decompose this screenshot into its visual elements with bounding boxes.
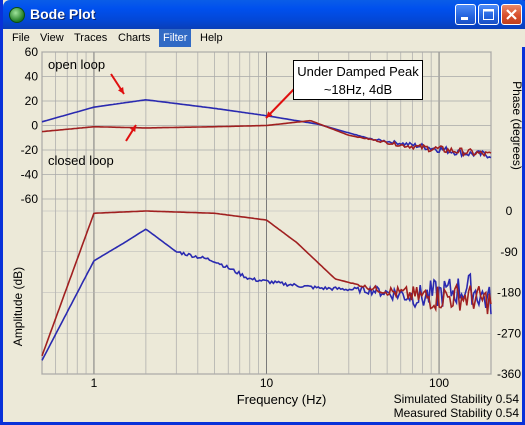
x-tick-label: 100 xyxy=(429,376,449,390)
closed-loop-arrow-head xyxy=(130,125,136,132)
minimize-icon xyxy=(461,17,468,20)
phase-tick-label: -180 xyxy=(497,286,521,300)
menu-traces[interactable]: Traces xyxy=(74,32,108,44)
simulated-stability: Simulated Stability 0.54 xyxy=(393,392,519,406)
bode-chart: 60 40 20 0 -20 -40 -60 0 -90 -180 -270 -360 1 10 100 Fr… xyxy=(11,47,524,407)
phase-tick-label: -360 xyxy=(497,367,521,381)
series-line-2 xyxy=(41,228,492,361)
annotation-line-2: ~18Hz, 4dB xyxy=(323,82,393,97)
menu-charts[interactable]: Charts xyxy=(118,32,151,44)
title-bar[interactable]: Bode Plot xyxy=(3,0,525,29)
menu-bar: File View Traces Charts Filter Help xyxy=(6,29,525,47)
series-line-1 xyxy=(41,119,492,158)
amplitude-tick-label: -40 xyxy=(21,168,39,182)
series-line-3 xyxy=(41,210,492,357)
maximize-button[interactable] xyxy=(478,4,499,25)
x-axis-label: Frequency (Hz) xyxy=(237,392,327,407)
peak-arrow-head xyxy=(266,111,273,118)
x-tick-label: 10 xyxy=(260,376,274,390)
closed-loop-label: closed loop xyxy=(48,153,114,168)
peak-arrow xyxy=(265,86,297,119)
open-loop-label: open loop xyxy=(48,57,106,72)
amplitude-tick-label: -20 xyxy=(21,143,39,157)
menu-view[interactable]: View xyxy=(40,32,64,44)
amplitude-tick-label: 40 xyxy=(25,70,39,84)
close-button[interactable] xyxy=(501,4,522,25)
amplitude-tick-label: 0 xyxy=(31,119,38,133)
amplitude-tick-label: 20 xyxy=(25,94,39,108)
window-title: Bode Plot xyxy=(30,6,96,22)
measured-stability: Measured Stability 0.54 xyxy=(393,406,519,420)
phase-tick-label: 0 xyxy=(506,204,513,218)
amplitude-tick-label: 60 xyxy=(25,47,39,59)
phase-axis-label: Phase (degrees) xyxy=(510,81,524,170)
amplitude-axis-label: Amplitude (dB) xyxy=(11,267,25,346)
menu-filter[interactable]: Filter xyxy=(159,29,192,47)
x-tick-label: 1 xyxy=(91,376,98,390)
phase-tick-label: -270 xyxy=(497,326,521,340)
amplitude-tick-label: -60 xyxy=(21,192,39,206)
menu-help[interactable]: Help xyxy=(200,32,223,44)
annotation-line-1: Under Damped Peak xyxy=(297,64,419,79)
annotation-box: Under Damped Peak ~18Hz, 4dB xyxy=(293,60,423,100)
maximize-icon xyxy=(483,9,494,20)
app-icon xyxy=(9,7,25,23)
close-icon xyxy=(506,9,517,20)
minimize-button[interactable] xyxy=(455,4,476,25)
phase-tick-label: -90 xyxy=(500,245,518,259)
menu-file[interactable]: File xyxy=(12,32,30,44)
open-loop-arrow-head xyxy=(118,87,124,94)
